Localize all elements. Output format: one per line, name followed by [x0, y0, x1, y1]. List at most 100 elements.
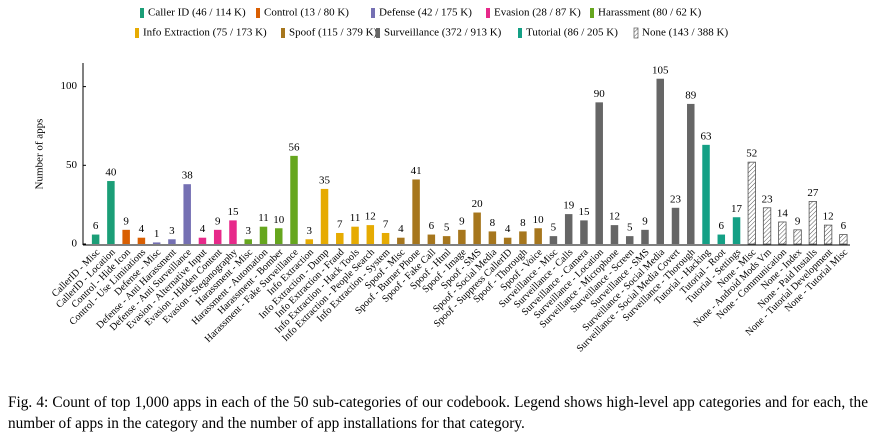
bar	[259, 226, 268, 244]
bar	[290, 155, 298, 244]
bar	[762, 207, 772, 245]
bar	[747, 161, 756, 245]
y-tick-label: 100	[61, 80, 78, 92]
data-label: 7	[383, 219, 389, 231]
legend-swatch	[135, 28, 139, 38]
data-label: 10	[533, 214, 545, 226]
bar	[183, 184, 191, 244]
bar	[137, 237, 146, 244]
data-label: 90	[594, 88, 606, 100]
data-label: 10	[273, 214, 285, 226]
data-label: 11	[258, 212, 269, 224]
data-label: 9	[215, 215, 221, 227]
bar	[671, 207, 680, 244]
legend-swatch	[256, 8, 260, 18]
data-label: 89	[685, 89, 697, 101]
data-label: 8	[490, 217, 496, 229]
data-label: 56	[289, 141, 301, 153]
bar	[320, 188, 329, 244]
legend-swatch	[376, 28, 380, 38]
data-label: 8	[520, 217, 526, 229]
data-label: 7	[337, 219, 343, 231]
legend-swatch	[281, 28, 285, 38]
bar	[625, 236, 634, 244]
bar	[656, 78, 664, 244]
data-label: 3	[307, 225, 313, 237]
legend-label: Surveillance (372 / 913 K)	[384, 27, 502, 39]
data-label: 6	[429, 220, 435, 232]
legend-label: Caller ID (46 / 114 K)	[148, 7, 246, 19]
data-label: 15	[227, 206, 239, 218]
data-label: 5	[551, 222, 557, 234]
bar	[503, 237, 512, 244]
bar	[534, 228, 542, 244]
data-label: 19	[563, 200, 575, 212]
data-label: 20	[472, 198, 484, 210]
legend-label: Control (13 / 80 K)	[264, 7, 349, 19]
data-label: 27	[807, 187, 819, 199]
legend-label: None (143 / 388 K)	[642, 27, 728, 39]
bar	[839, 234, 848, 245]
data-label: 52	[746, 148, 757, 160]
legend-label: Spoof (115 / 379 K)	[289, 27, 378, 39]
data-label: 5	[627, 222, 633, 234]
data-label: 4	[398, 223, 404, 235]
data-label: 40	[105, 167, 117, 179]
data-label: 12	[823, 211, 834, 223]
bar	[488, 231, 497, 244]
data-label: 3	[245, 225, 251, 237]
data-label: 12	[365, 211, 376, 223]
data-label: 14	[777, 207, 789, 219]
bar	[778, 221, 787, 245]
bar	[641, 229, 649, 244]
bar	[381, 232, 390, 244]
legend-label: Harassment (80 / 62 K)	[598, 7, 702, 19]
bar	[198, 237, 207, 244]
bar	[366, 225, 375, 244]
bar	[473, 212, 481, 244]
data-label: 9	[459, 215, 465, 227]
bar	[412, 179, 420, 244]
legend-swatch	[140, 8, 144, 18]
bar	[442, 236, 451, 244]
bar	[213, 229, 222, 244]
data-label: 17	[731, 203, 743, 215]
bar	[152, 242, 161, 244]
chart: Number of apps 0 50 100 Caller ID (46 / 114…	[34, 7, 851, 355]
data-label: 6	[719, 220, 725, 232]
bar	[244, 239, 252, 244]
y-tick-label: 0	[72, 238, 78, 250]
data-label: 23	[670, 193, 682, 205]
legend-swatch	[590, 8, 594, 18]
data-label: 6	[93, 220, 99, 232]
bar	[717, 234, 726, 244]
bar	[687, 103, 695, 244]
data-label: 4	[139, 223, 145, 235]
data-label: 15	[578, 206, 590, 218]
y-axis-label: Number of apps	[34, 119, 46, 190]
legend-label: Defense (42 / 175 K)	[379, 7, 472, 19]
bar	[458, 229, 466, 244]
bar	[397, 237, 405, 244]
bar	[808, 201, 817, 245]
legend-swatch	[486, 8, 490, 18]
y-tick-label: 50	[66, 159, 78, 171]
data-label: 35	[319, 174, 331, 186]
legend-swatch	[371, 8, 375, 18]
bar	[122, 229, 130, 244]
data-label: 4	[200, 223, 206, 235]
data-label: 12	[609, 211, 620, 223]
bar	[275, 228, 283, 244]
legend-swatch	[633, 27, 639, 39]
bar	[793, 229, 802, 245]
legend-swatch	[518, 28, 522, 38]
bar	[351, 226, 359, 244]
data-label: 6	[841, 220, 847, 232]
bar	[595, 102, 603, 244]
bar	[168, 239, 176, 244]
bar	[580, 220, 588, 244]
bar	[91, 234, 100, 244]
bar	[229, 220, 237, 244]
data-label: 41	[411, 165, 422, 177]
